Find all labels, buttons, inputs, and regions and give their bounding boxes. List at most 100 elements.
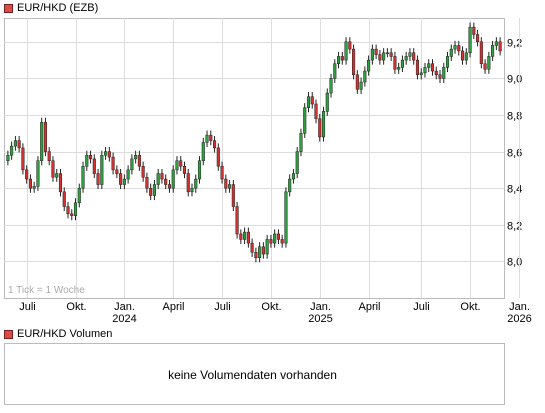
candle-body bbox=[17, 140, 21, 149]
candle-body bbox=[104, 151, 108, 156]
volume-legend-label: EUR/HKD Volumen bbox=[17, 328, 113, 340]
candle-body bbox=[239, 233, 243, 240]
candle-body bbox=[438, 74, 442, 79]
candle-body bbox=[498, 41, 502, 52]
candle-body bbox=[393, 56, 397, 70]
candle-body bbox=[288, 178, 292, 193]
candle-body bbox=[385, 52, 389, 55]
candle-body bbox=[81, 165, 85, 189]
candle-body bbox=[224, 178, 228, 189]
candle-body bbox=[295, 151, 299, 174]
price-plot-frame bbox=[4, 18, 505, 299]
candle-body bbox=[122, 178, 126, 185]
candle-body bbox=[449, 48, 453, 57]
candle-body bbox=[152, 184, 156, 196]
candle-body bbox=[58, 173, 63, 193]
candle-body bbox=[88, 155, 93, 160]
x-tick-year: 2026 bbox=[507, 313, 531, 325]
candle-body bbox=[62, 191, 66, 207]
candle-body bbox=[25, 169, 29, 180]
candle-body bbox=[344, 41, 348, 61]
candle-body bbox=[269, 239, 273, 244]
candle-body bbox=[137, 155, 141, 167]
candle-body bbox=[77, 187, 81, 204]
candle-body bbox=[348, 41, 352, 50]
candle-body bbox=[179, 160, 183, 167]
candle-body bbox=[310, 96, 314, 105]
candle-body bbox=[389, 52, 393, 57]
x-tick-label: Jan. bbox=[114, 301, 135, 313]
volume-legend-swatch bbox=[4, 329, 13, 339]
candle-body bbox=[228, 184, 232, 189]
candle-body bbox=[243, 231, 247, 240]
candle-body bbox=[246, 231, 250, 244]
x-tick-label: Okt. bbox=[460, 301, 480, 313]
candle-body bbox=[96, 173, 100, 185]
tick-note: 1 Tick = 1 Woche bbox=[8, 285, 85, 296]
candle-body bbox=[280, 239, 284, 244]
price-legend: EUR/HKD (EZB) bbox=[4, 2, 98, 14]
candle-body bbox=[119, 173, 123, 185]
candle-body bbox=[306, 96, 311, 108]
candle-body bbox=[325, 92, 329, 112]
candle-body bbox=[494, 41, 498, 46]
candle-body bbox=[370, 48, 374, 61]
candle-body bbox=[28, 178, 32, 189]
candle-body bbox=[491, 45, 495, 57]
candle-body bbox=[400, 59, 404, 68]
no-volume-message: keine Volumendaten vorhanden bbox=[168, 368, 337, 382]
candle-body bbox=[479, 41, 483, 65]
candle-body bbox=[460, 50, 465, 61]
candle-body bbox=[186, 173, 190, 193]
x-tick-label: Okt. bbox=[66, 301, 86, 313]
y-tick-label: 8,4 bbox=[507, 184, 522, 196]
x-tick-label: April bbox=[162, 301, 184, 313]
x-tick-year: 2025 bbox=[308, 313, 332, 325]
candle-body bbox=[382, 52, 386, 61]
candle-body bbox=[273, 233, 277, 244]
candle-body bbox=[13, 140, 17, 147]
candle-body bbox=[321, 111, 326, 138]
x-tick-label: April bbox=[358, 301, 380, 313]
candle-body bbox=[73, 202, 78, 216]
candle-body bbox=[355, 74, 359, 90]
candle-body bbox=[43, 122, 48, 152]
candle-body bbox=[141, 165, 145, 178]
candle-body bbox=[415, 59, 420, 75]
candle-body bbox=[197, 160, 202, 180]
candle-body bbox=[231, 184, 235, 207]
candle-body bbox=[363, 70, 367, 83]
candle-body bbox=[291, 173, 296, 180]
candle-body bbox=[47, 151, 51, 161]
candle-body bbox=[453, 45, 457, 50]
candle-body bbox=[457, 45, 461, 52]
candle-body bbox=[472, 26, 476, 35]
candle-body bbox=[367, 59, 371, 72]
candle-body bbox=[423, 67, 427, 74]
candle-body bbox=[314, 103, 318, 119]
candle-body bbox=[299, 133, 303, 152]
candle-body bbox=[40, 122, 44, 161]
candle-body bbox=[397, 67, 401, 70]
candle-body bbox=[276, 233, 280, 240]
candle-body bbox=[333, 63, 337, 79]
candle-body bbox=[374, 48, 378, 55]
candle-body bbox=[352, 48, 356, 75]
candle-body bbox=[6, 155, 10, 161]
candle-body bbox=[156, 173, 160, 185]
candle-body bbox=[434, 70, 438, 75]
candle-body bbox=[115, 169, 119, 174]
candle-body bbox=[111, 156, 115, 171]
candle-body bbox=[340, 56, 344, 61]
candle-body bbox=[487, 56, 491, 70]
candle-body bbox=[442, 67, 446, 79]
candle-body bbox=[359, 81, 363, 90]
candle-body bbox=[412, 52, 416, 61]
y-tick-label: 8,8 bbox=[507, 111, 522, 123]
candle-body bbox=[303, 107, 307, 134]
candle-body bbox=[107, 151, 111, 158]
candle-body bbox=[254, 251, 258, 258]
x-tick-label: Juli bbox=[413, 301, 430, 313]
candle-body bbox=[92, 158, 96, 174]
